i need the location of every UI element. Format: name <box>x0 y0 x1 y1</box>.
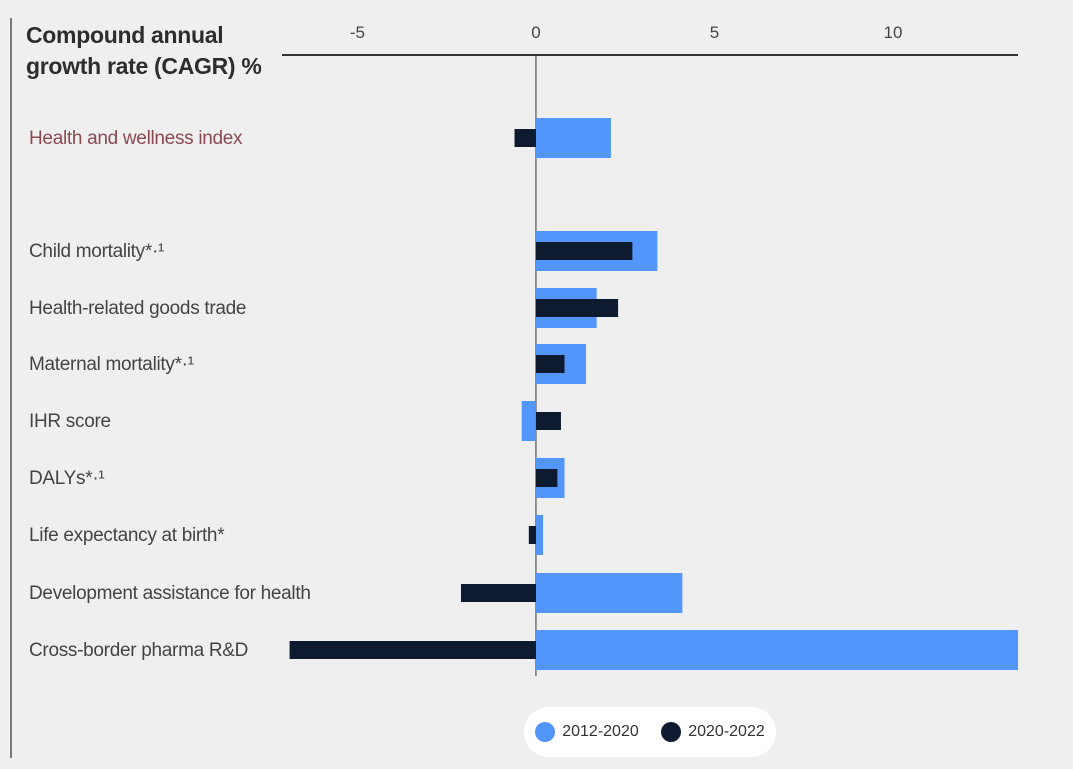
bar-2012-2020 <box>535 573 683 613</box>
chart-title: Compound annual growth rate (CAGR) % <box>26 22 262 79</box>
x-tick-label: 5 <box>710 23 719 42</box>
bar-2020-2022 <box>535 242 633 260</box>
legend-label-series-2: 2020-2022 <box>688 723 765 740</box>
bar-2012-2020 <box>535 118 611 158</box>
bar-2020-2022 <box>535 469 558 487</box>
category-label: Child mortality*·¹ <box>29 241 164 262</box>
x-tick-label: 10 <box>884 23 903 42</box>
bar-2020-2022 <box>460 584 536 602</box>
bar-2012-2020 <box>535 515 544 555</box>
category-label: DALYs*·¹ <box>29 468 104 489</box>
category-label: Maternal mortality*·¹ <box>29 354 194 375</box>
category-label: Cross-border pharma R&D <box>29 640 248 661</box>
bar-2012-2020 <box>535 630 1018 670</box>
bar-2020-2022 <box>528 526 536 544</box>
legend-item-series-1: 2012-2020 <box>535 722 639 742</box>
x-tick-label: -5 <box>350 23 365 42</box>
left-rule <box>10 18 12 758</box>
category-label: Life expectancy at birth* <box>29 525 225 546</box>
legend-item-series-2: 2020-2022 <box>661 722 765 742</box>
category-label: Health and wellness index <box>29 128 243 149</box>
legend-swatch-series-2 <box>661 722 682 742</box>
bar-2020-2022 <box>535 412 561 430</box>
legend: 2012-2020 2020-2022 <box>524 707 776 757</box>
legend-label-series-1: 2012-2020 <box>562 723 639 740</box>
bar-2012-2020 <box>521 401 536 441</box>
x-tick-label: 0 <box>531 23 540 42</box>
bar-2020-2022 <box>535 355 565 373</box>
category-label: IHR score <box>29 411 111 432</box>
legend-swatch-series-1 <box>535 722 556 742</box>
category-label: Development assistance for health <box>29 583 311 604</box>
bar-2020-2022 <box>535 299 619 317</box>
bar-2020-2022 <box>289 641 536 659</box>
bar-2020-2022 <box>514 129 536 147</box>
category-label: Health-related goods trade <box>29 298 246 319</box>
